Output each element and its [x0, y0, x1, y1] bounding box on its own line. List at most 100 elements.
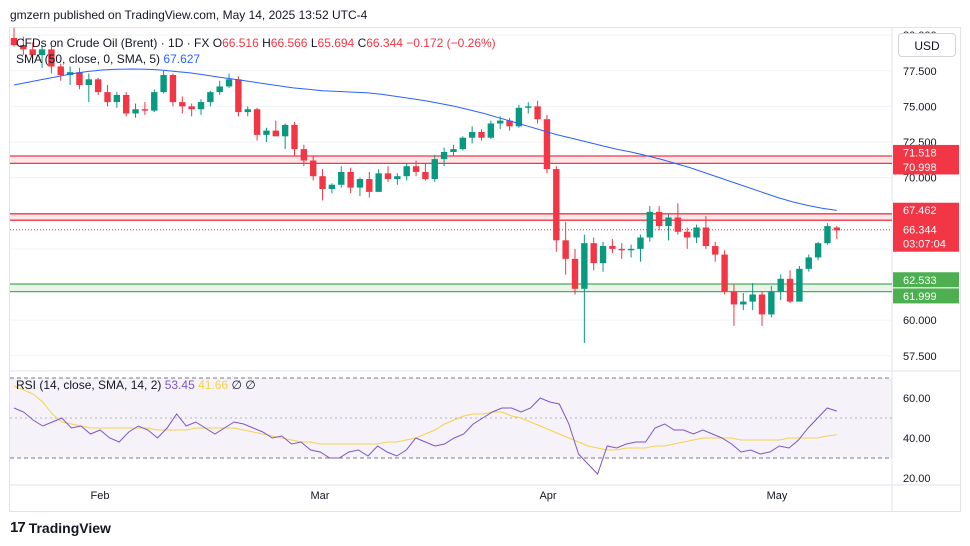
candle [599, 241, 607, 272]
candle-body [394, 176, 401, 180]
candle-body [534, 106, 541, 120]
close-label: C [357, 36, 367, 50]
candle [571, 248, 579, 295]
candle-body [10, 37, 18, 46]
candle [796, 265, 803, 302]
candle-body [384, 173, 392, 180]
candle-body [76, 72, 83, 85]
support-61999-badge-label: 61.999 [903, 291, 937, 303]
time-tick-label: Apr [539, 490, 556, 502]
candle [104, 85, 111, 107]
candle [749, 283, 756, 311]
candle-body [497, 120, 504, 124]
candle [693, 224, 700, 244]
change-value: −0.172 (−0.26%) [406, 36, 496, 50]
candle [29, 42, 36, 64]
resistance-67462-badge [893, 202, 959, 218]
candle [263, 127, 270, 142]
candle [637, 234, 644, 262]
last-price-badge [893, 220, 959, 252]
candle [805, 254, 812, 272]
candle [319, 169, 326, 201]
candle-body [66, 72, 74, 76]
candle [328, 183, 336, 194]
candle [665, 214, 672, 241]
candle [281, 123, 289, 150]
time-tick-label: May [767, 490, 788, 502]
candle [777, 274, 784, 301]
candle-body [141, 109, 149, 111]
candle-body [571, 258, 579, 289]
candle [310, 156, 317, 181]
candle-body [665, 217, 672, 227]
symbol-title[interactable]: CFDs on Crude Oil (Brent) · 1D · FX [16, 36, 210, 50]
candle-body [169, 75, 177, 103]
candle-body [328, 184, 336, 190]
candle [10, 28, 18, 47]
candle [412, 160, 420, 177]
candle-body [375, 173, 382, 192]
candle [94, 77, 102, 95]
candle [113, 92, 121, 108]
candle [590, 237, 597, 271]
candle-body [244, 109, 251, 113]
candle [244, 106, 251, 117]
candle [132, 103, 139, 118]
candle [216, 80, 223, 95]
candle-body [179, 102, 186, 107]
rsi-label[interactable]: RSI (14, close, SMA, 14, 2) [16, 378, 162, 392]
candle-body [768, 291, 775, 315]
resistance-lower-zone [10, 213, 892, 221]
candle-body [403, 166, 410, 177]
brand-name: TradingView [28, 519, 111, 536]
candle [740, 293, 747, 311]
footer-brand[interactable]: 17 TradingView [10, 519, 111, 536]
candle-body [216, 86, 223, 93]
candle-body [57, 66, 64, 76]
candle-body [824, 226, 831, 244]
price-tick-label: 70.000 [903, 173, 937, 185]
currency-button[interactable]: USD [898, 33, 956, 57]
resistance-70998-badge-label: 70.998 [903, 162, 937, 174]
candle [702, 216, 710, 249]
candle [375, 169, 382, 192]
candle [609, 238, 616, 254]
sma-label[interactable]: SMA (50, close, 0, SMA, 5) [16, 52, 161, 66]
candle-body [94, 79, 102, 93]
candle-body [450, 149, 457, 152]
candle [487, 120, 495, 140]
candle [450, 144, 457, 157]
candle [384, 166, 392, 182]
candle [235, 76, 242, 117]
rsi-sma-line [13, 385, 837, 451]
candle [646, 206, 653, 242]
chart-canvas[interactable]: 80.00077.50075.00072.50070.00060.00057.5… [10, 28, 960, 511]
candle [85, 73, 92, 103]
candle [562, 221, 569, 275]
last-price-label: 66.344 [903, 225, 937, 237]
candle [253, 107, 261, 141]
candle-body [478, 132, 485, 138]
price-tick-label: 77.500 [903, 66, 937, 78]
resistance-67462-badge-label: 67.462 [903, 205, 937, 217]
candle-body [543, 119, 551, 170]
chart-frame[interactable]: 80.00077.50075.00072.50070.00060.00057.5… [9, 27, 961, 512]
candle-body [758, 294, 766, 315]
candle-body [786, 278, 794, 302]
candle [20, 36, 27, 56]
candle-body [338, 171, 345, 185]
candle [160, 70, 167, 94]
candle-body [646, 211, 653, 238]
candle-body [235, 79, 242, 113]
low-value: 65.694 [317, 36, 355, 50]
rsi-tick-label: 60.00 [903, 393, 931, 405]
candle-body [515, 107, 523, 127]
candle [48, 46, 55, 74]
candle [197, 99, 205, 115]
rsi-extra-1: ∅ [231, 378, 242, 392]
open-value: 66.516 [222, 36, 259, 50]
candle [655, 206, 663, 231]
candle [38, 45, 46, 68]
candle [627, 244, 635, 258]
open-label: O [212, 36, 223, 50]
